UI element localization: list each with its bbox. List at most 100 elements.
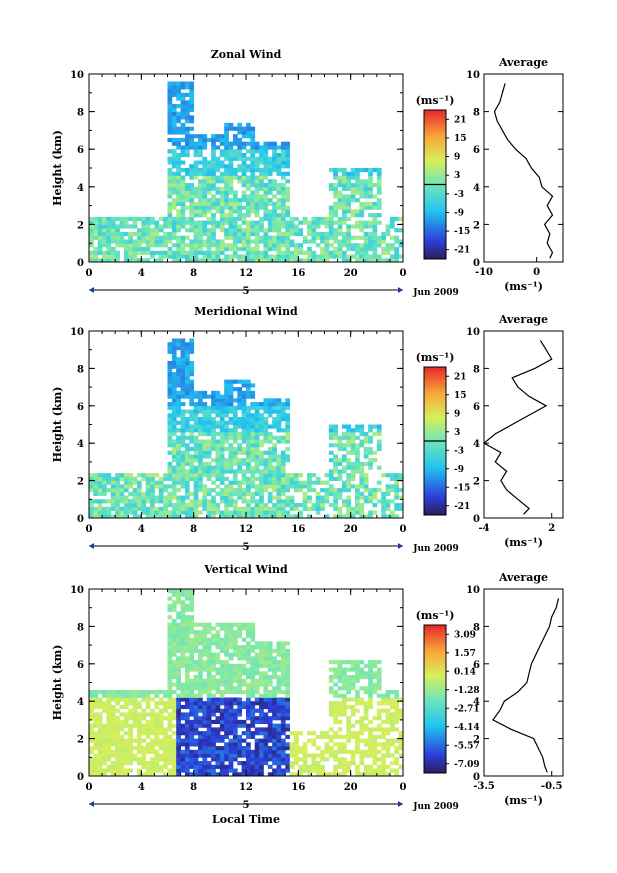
panel-1-colorbar-label: 3 (454, 171, 460, 181)
panel-3-profile-ytick-label: 10 (466, 585, 480, 596)
panel-3-xtick-label: 12 (239, 782, 253, 793)
panel-1-title: Zonal Wind (211, 48, 282, 61)
panel-3-title: Vertical Wind (203, 563, 288, 576)
panel-3-profile-ytick-label: 8 (473, 622, 480, 633)
panel-2-profile-line (482, 340, 553, 515)
panel-1-ytick-label: 2 (77, 220, 84, 231)
panel-1-xtick-label: 20 (344, 268, 358, 279)
panel-2-profile-ytick-label: 6 (473, 402, 480, 413)
panel-2-profile-ytick-label: 0 (473, 514, 480, 525)
panel-3-profile-ytick-label: 2 (473, 735, 480, 746)
panel-1-ytick-label: 4 (77, 183, 84, 194)
panel-1-colorbar-label: 15 (454, 134, 467, 144)
panel-2-xtick-label: 16 (291, 524, 305, 535)
panel-2-colorbar-label: 3 (454, 428, 460, 438)
panel-1-month-label: Jun 2009 (412, 288, 459, 298)
panel-3-ytick-label: 0 (77, 772, 84, 783)
panel-2-month-label: Jun 2009 (412, 544, 459, 554)
panel-3-xtick-label: 0 (400, 782, 407, 793)
panel-2-profile-title: Average (498, 313, 548, 326)
panel-2-colorbar-label: 9 (454, 409, 460, 419)
panel-3-colorbar-label: -1.28 (454, 686, 480, 696)
panel-3-xtick-label: 16 (291, 782, 305, 793)
panel-1-profile-ytick-label: 4 (473, 183, 480, 194)
panel-1-profile-frame (483, 73, 564, 263)
panel-3-xtick-label: 0 (86, 782, 93, 793)
panel-2-profile-xtick-label: -4 (478, 523, 489, 534)
panel-1-colorbar-label: -9 (454, 208, 464, 218)
panel-3-month-label: Jun 2009 (412, 802, 459, 812)
panel-2-ytick-label: 2 (77, 477, 84, 488)
panel-2-ytick-label: 6 (77, 402, 84, 413)
panel-2-colorbar-label: -21 (454, 502, 470, 512)
panel-3-ytick-label: 6 (77, 660, 84, 671)
panel-2-day-label: 5 (243, 542, 250, 553)
panel-3-xlabel: Local Time (212, 813, 280, 826)
panel-3-colorbar-unit: (ms⁻¹) (416, 609, 455, 622)
panel-2-profile-ytick-label: 10 (466, 327, 480, 338)
panel-3-profile-xtick-label: -0.5 (541, 781, 563, 792)
panel-3-profile-title: Average (498, 571, 548, 584)
panel-1-colorbar-label: 9 (454, 153, 460, 163)
panel-3-colorbar-label: -4.14 (454, 723, 480, 733)
panel-3-profile-line (492, 598, 560, 773)
panel-1-colorbar-label: -21 (454, 246, 470, 256)
panel-2-colorbar-label: 15 (454, 391, 467, 401)
panel-3-ytick-label: 2 (77, 735, 84, 746)
panel-1-xtick-label: 0 (86, 268, 93, 279)
panel-3-colorbar (423, 624, 447, 774)
panel-1-heatmap (89, 81, 404, 263)
panel-1-day-bar-right-arrow (398, 287, 403, 293)
panel-2-colorbar-label: 21 (454, 372, 467, 382)
panel-3-colorbar-label: -7.09 (454, 760, 480, 770)
panel-2-ytick-label: 10 (70, 327, 84, 338)
panel-3-day-bar-left-arrow (89, 801, 94, 807)
panel-1-xtick-label: 16 (291, 268, 305, 279)
panel-3-xtick-label: 8 (190, 782, 197, 793)
panel-2-xtick-label: 0 (400, 524, 407, 535)
panel-1-xtick-label: 4 (138, 268, 145, 279)
panel-2-colorbar-label: -15 (454, 483, 470, 493)
panel-1-colorbar-label: -15 (454, 227, 470, 237)
panel-1-day-bar-left-arrow (89, 287, 94, 293)
panel-3-profile-ytick-label: 6 (473, 660, 480, 671)
panel-3-ytick-label: 8 (77, 622, 84, 633)
panel-3-day-bar-right-arrow (398, 801, 403, 807)
panel-1-profile-unit: (ms⁻¹) (504, 280, 543, 293)
panel-2-ytick-label: 4 (77, 439, 84, 450)
panel-1-profile-ytick-label: 8 (473, 108, 480, 119)
panel-2-colorbar-label: -3 (454, 446, 464, 456)
panel-1-day-label: 5 (243, 286, 250, 297)
panel-2-profile-ytick-label: 4 (473, 439, 480, 450)
panel-3-profile-ytick-label: 4 (473, 697, 480, 708)
panel-1-colorbar-unit: (ms⁻¹) (416, 94, 455, 107)
panel-3-colorbar-label: -2.71 (454, 704, 480, 714)
panel-2-heatmap (89, 338, 404, 519)
panel-2-xtick-label: 4 (138, 524, 145, 535)
panel-3-profile-xtick-label: -3.5 (473, 781, 495, 792)
panel-1-ytick-label: 6 (77, 145, 84, 156)
panel-2-colorbar-unit: (ms⁻¹) (416, 351, 455, 364)
panel-1-profile-ytick-label: 6 (473, 145, 480, 156)
panel-3-xtick-label: 20 (344, 782, 358, 793)
panel-3-colorbar-label: -5.57 (454, 741, 480, 751)
panel-2-xtick-label: 8 (190, 524, 197, 535)
panel-1-ytick-label: 0 (77, 258, 84, 269)
panel-1-ytick-label: 10 (70, 70, 84, 81)
panel-3-colorbar-label: 1.57 (454, 649, 476, 659)
panel-1-profile-ytick-label: 2 (473, 220, 480, 231)
panel-2-profile-unit: (ms⁻¹) (504, 536, 543, 549)
panel-2-profile-ytick-label: 2 (473, 477, 480, 488)
panel-1-xtick-label: 12 (239, 268, 253, 279)
panel-1-xtick-label: 8 (190, 268, 197, 279)
panel-1-profile-ytick-label: 10 (466, 70, 480, 81)
panel-1-colorbar-label: 21 (454, 115, 467, 125)
panel-2-ylabel: Height (km) (51, 387, 64, 463)
panel-2-day-bar-right-arrow (398, 543, 403, 549)
panel-1-profile-xtick-label: 0 (533, 267, 540, 278)
panel-2-colorbar-label: -9 (454, 465, 464, 475)
panel-2-xtick-label: 0 (86, 524, 93, 535)
panel-3-heatmap (89, 589, 404, 777)
panel-3-colorbar-label: 3.09 (454, 630, 476, 640)
